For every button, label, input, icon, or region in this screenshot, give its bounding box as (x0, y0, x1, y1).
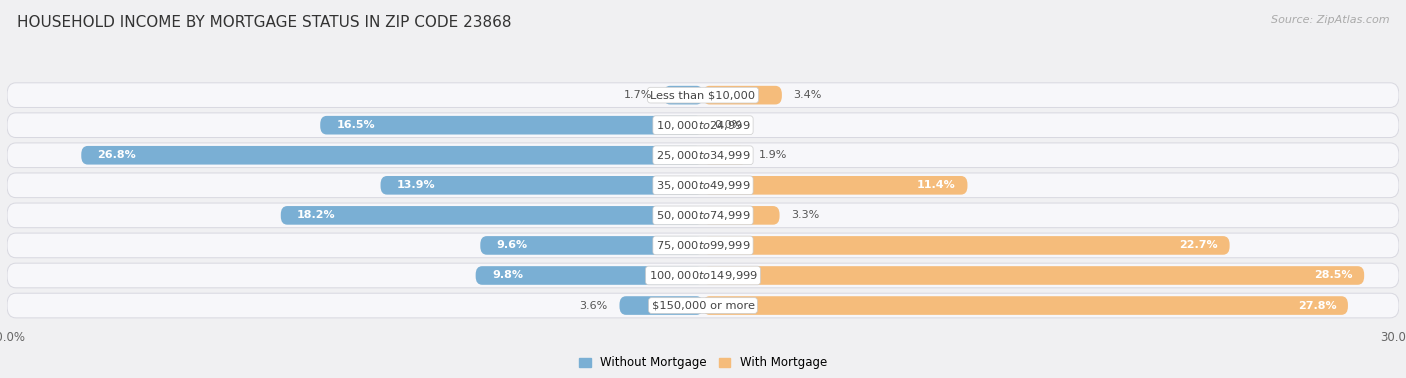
FancyBboxPatch shape (703, 86, 782, 104)
FancyBboxPatch shape (475, 266, 703, 285)
FancyBboxPatch shape (7, 83, 1399, 107)
Text: 13.9%: 13.9% (396, 180, 436, 190)
Text: 3.3%: 3.3% (792, 211, 820, 220)
FancyBboxPatch shape (7, 203, 1399, 228)
FancyBboxPatch shape (7, 233, 1399, 258)
Text: 3.6%: 3.6% (579, 301, 607, 311)
Text: Source: ZipAtlas.com: Source: ZipAtlas.com (1271, 15, 1389, 25)
Text: 9.6%: 9.6% (496, 240, 527, 251)
Text: 27.8%: 27.8% (1298, 301, 1336, 311)
FancyBboxPatch shape (7, 113, 1399, 138)
FancyBboxPatch shape (281, 206, 703, 225)
Text: $75,000 to $99,999: $75,000 to $99,999 (655, 239, 751, 252)
FancyBboxPatch shape (703, 266, 1364, 285)
Text: 11.4%: 11.4% (917, 180, 956, 190)
Text: $10,000 to $24,999: $10,000 to $24,999 (655, 119, 751, 132)
Text: 0.0%: 0.0% (714, 120, 742, 130)
Text: $50,000 to $74,999: $50,000 to $74,999 (655, 209, 751, 222)
Text: 18.2%: 18.2% (297, 211, 336, 220)
FancyBboxPatch shape (7, 263, 1399, 288)
Text: 28.5%: 28.5% (1315, 271, 1353, 280)
Text: $35,000 to $49,999: $35,000 to $49,999 (655, 179, 751, 192)
Text: $100,000 to $149,999: $100,000 to $149,999 (648, 269, 758, 282)
FancyBboxPatch shape (7, 173, 1399, 198)
Text: 3.4%: 3.4% (793, 90, 823, 100)
Text: Less than $10,000: Less than $10,000 (651, 90, 755, 100)
Text: 26.8%: 26.8% (97, 150, 136, 160)
Text: 16.5%: 16.5% (336, 120, 375, 130)
FancyBboxPatch shape (703, 236, 1230, 255)
FancyBboxPatch shape (703, 176, 967, 195)
FancyBboxPatch shape (703, 296, 1348, 315)
FancyBboxPatch shape (82, 146, 703, 164)
FancyBboxPatch shape (703, 146, 747, 164)
FancyBboxPatch shape (481, 236, 703, 255)
Text: 1.7%: 1.7% (624, 90, 652, 100)
Text: HOUSEHOLD INCOME BY MORTGAGE STATUS IN ZIP CODE 23868: HOUSEHOLD INCOME BY MORTGAGE STATUS IN Z… (17, 15, 512, 30)
FancyBboxPatch shape (703, 206, 779, 225)
Text: $150,000 or more: $150,000 or more (651, 301, 755, 311)
Text: 1.9%: 1.9% (759, 150, 787, 160)
FancyBboxPatch shape (664, 86, 703, 104)
Text: 22.7%: 22.7% (1180, 240, 1218, 251)
Text: 9.8%: 9.8% (492, 271, 523, 280)
FancyBboxPatch shape (620, 296, 703, 315)
Text: $25,000 to $34,999: $25,000 to $34,999 (655, 149, 751, 162)
FancyBboxPatch shape (321, 116, 703, 135)
FancyBboxPatch shape (7, 293, 1399, 318)
FancyBboxPatch shape (381, 176, 703, 195)
Legend: Without Mortgage, With Mortgage: Without Mortgage, With Mortgage (574, 352, 832, 374)
FancyBboxPatch shape (7, 143, 1399, 167)
